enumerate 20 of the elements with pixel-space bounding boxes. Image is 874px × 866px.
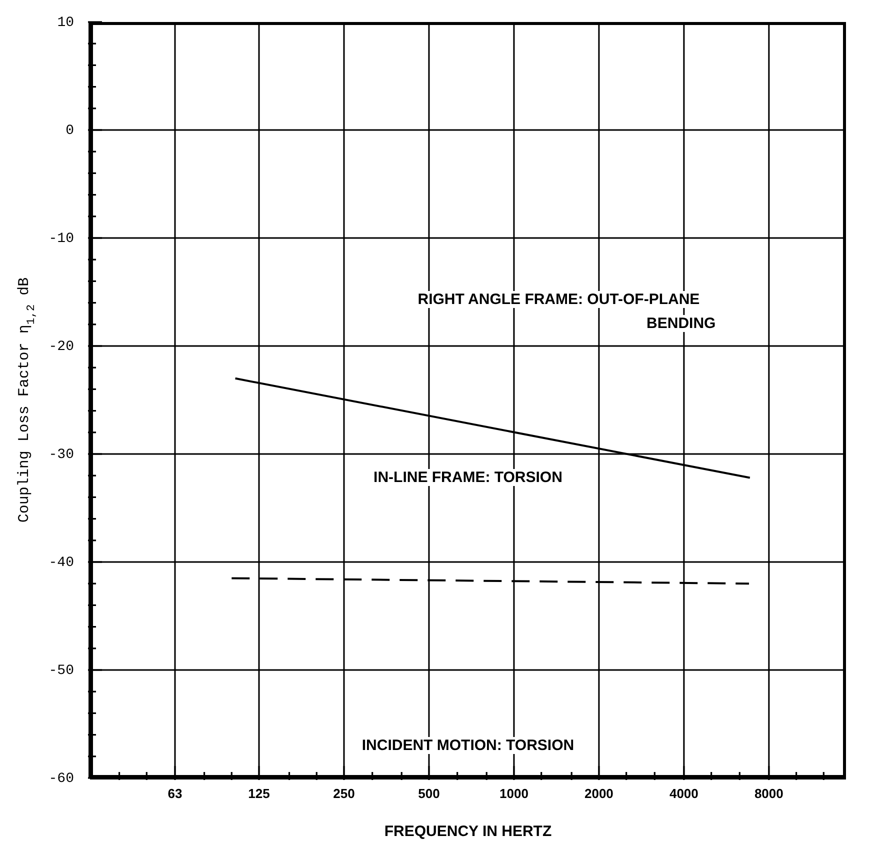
y-tick-label: -20 xyxy=(48,339,74,355)
y-tick-label: -30 xyxy=(48,447,74,463)
x-tick-label: 125 xyxy=(248,786,270,801)
x-tick-label: 4000 xyxy=(669,786,698,801)
x-tick-label: 500 xyxy=(418,786,440,801)
annotation: IN-LINE FRAME: TORSION xyxy=(370,468,566,486)
annotation: INCIDENT MOTION: TORSION xyxy=(358,736,578,754)
x-tick-label: 63 xyxy=(168,786,182,801)
y-tick-label: -40 xyxy=(48,555,74,571)
x-tick-label: 1000 xyxy=(500,786,528,801)
x-axis-title: FREQUENCY IN HERTZ xyxy=(384,823,552,840)
y-tick-label: -50 xyxy=(48,663,74,679)
y-tick-label: 0 xyxy=(66,123,74,139)
x-tick-label: 2000 xyxy=(584,786,614,801)
x-tick-label: 250 xyxy=(333,786,355,801)
y-tick-label: 10 xyxy=(57,15,74,31)
x-tick-label: 8000 xyxy=(754,786,784,801)
y-tick-label: -10 xyxy=(48,231,74,247)
y-tick-label: -60 xyxy=(48,771,74,787)
annotation: RIGHT ANGLE FRAME: OUT-OF-PLANE BENDING xyxy=(416,290,717,332)
